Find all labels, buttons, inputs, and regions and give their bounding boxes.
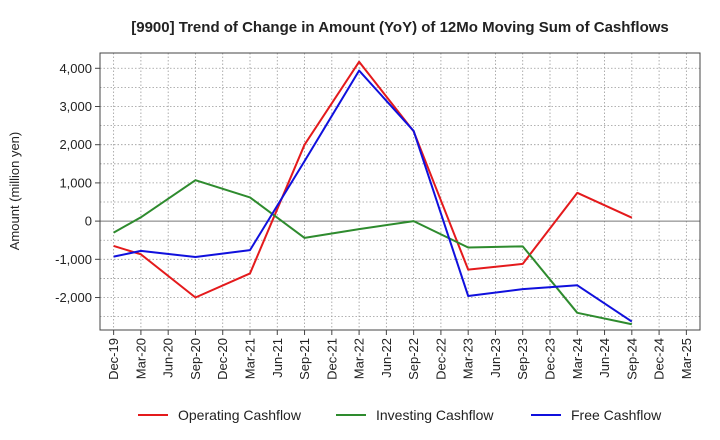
- series-group: [113, 60, 633, 326]
- plot-border: [99, 52, 701, 331]
- y-tick-label: 3,000: [59, 99, 92, 114]
- grid-lines: [100, 53, 700, 330]
- x-axis: Dec-19 Mar-20 Jun-20 Sep-20 Dec-20 Mar-21 Jun-…: [106, 330, 694, 380]
- x-tick-label: Jun-24: [597, 338, 612, 378]
- x-tick-label: Dec-21: [324, 338, 339, 380]
- y-tick-label: -1,000: [55, 252, 92, 267]
- x-tick-label: Mar-25: [679, 338, 694, 379]
- y-tick-label: 4,000: [59, 61, 92, 76]
- plot-area: [99, 52, 701, 331]
- x-tick-label: Jun-22: [379, 338, 394, 378]
- x-tick-label: Sep-20: [188, 338, 203, 380]
- x-tick-label: Dec-19: [106, 338, 121, 380]
- x-tick-label: Sep-22: [406, 338, 421, 380]
- x-tick-label: Mar-22: [352, 338, 367, 379]
- y-tick-label: 2,000: [59, 137, 92, 152]
- legend: Operating Cashflow Investing Cashflow Fr…: [138, 407, 662, 423]
- plot-frame: [100, 53, 700, 330]
- y-tick-label: -2,000: [55, 290, 92, 305]
- x-tick-label: Mar-20: [133, 338, 148, 379]
- x-tick-label: Dec-23: [543, 338, 558, 380]
- x-tick-label: Sep-23: [515, 338, 530, 380]
- x-tick-label: Sep-24: [624, 338, 639, 380]
- series-line-operating: [113, 60, 633, 299]
- x-tick-label: Mar-23: [461, 338, 476, 379]
- legend-item-investing: Investing Cashflow: [336, 407, 494, 423]
- x-tick-label: Jun-21: [270, 338, 285, 378]
- x-tick-label: Mar-21: [243, 338, 258, 379]
- chart-title: [9900] Trend of Change in Amount (YoY) o…: [131, 19, 669, 36]
- y-tick-label: 0: [85, 214, 92, 229]
- x-tick-label: Dec-24: [652, 338, 667, 380]
- legend-label-free: Free Cashflow: [571, 407, 662, 423]
- x-tick-label: Dec-20: [215, 338, 230, 380]
- y-axis-label: Amount (million yen): [7, 132, 22, 251]
- series-line-free: [113, 69, 633, 323]
- series-line-investing: [113, 179, 633, 326]
- x-tick-label: Jun-23: [488, 338, 503, 378]
- legend-item-operating: Operating Cashflow: [138, 407, 302, 423]
- x-tick-label: Jun-20: [161, 338, 176, 378]
- y-axis: -2,000 -1,000 0 1,000 2,000 3,000 4,000: [55, 61, 100, 305]
- x-tick-label: Dec-22: [433, 338, 448, 380]
- legend-label-investing: Investing Cashflow: [376, 407, 494, 423]
- x-tick-label: Sep-21: [297, 338, 312, 380]
- y-tick-label: 1,000: [59, 175, 92, 190]
- legend-label-operating: Operating Cashflow: [178, 407, 302, 423]
- x-tick-label: Mar-24: [570, 338, 585, 379]
- legend-item-free: Free Cashflow: [531, 407, 662, 423]
